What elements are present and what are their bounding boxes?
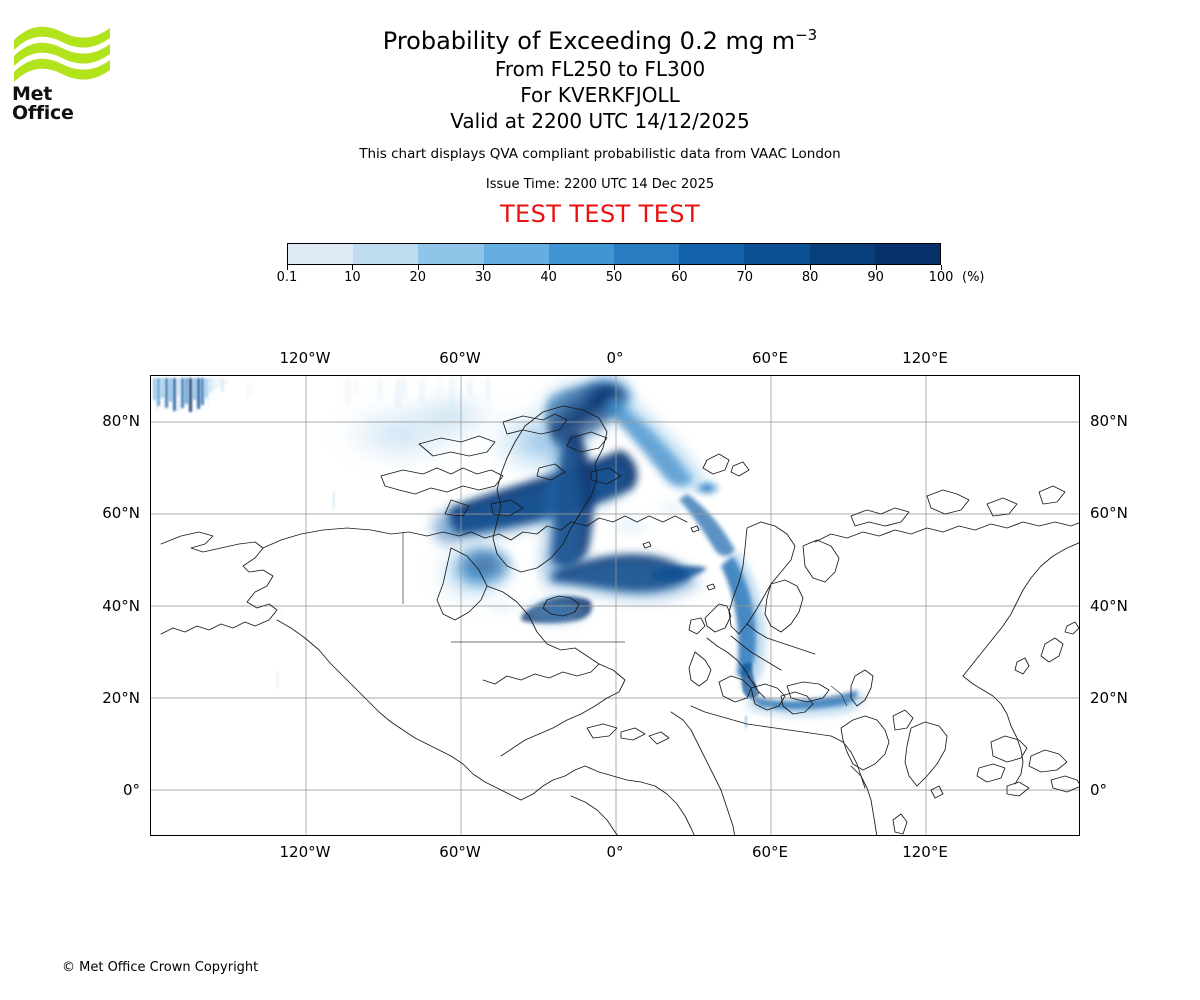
colorbar-tick-3 xyxy=(483,265,485,270)
colorbar-tick-label-7: 70 xyxy=(736,270,754,285)
lon-label-bottom-2: 0° xyxy=(606,843,624,861)
colorbar-tick-9 xyxy=(875,265,877,270)
lat-label-right-0: 0° xyxy=(1090,780,1108,799)
lat-label-right-3: 60°N xyxy=(1090,504,1128,523)
plume-polar-patch xyxy=(153,378,253,413)
lat-label-left-3: 60°N xyxy=(102,504,140,523)
lat-label-right-1: 20°N xyxy=(1090,688,1128,707)
colorbar-segment-1 xyxy=(353,244,419,264)
colorbar-segment-0 xyxy=(288,244,354,264)
colorbar-tick-10 xyxy=(941,265,942,270)
issue-time: Issue Time: 2200 UTC 14 Dec 2025 xyxy=(485,177,715,192)
lat-label-left-1: 20°N xyxy=(102,688,140,707)
colorbar-segment-6 xyxy=(679,244,745,264)
colorbar-unit-label: (%) xyxy=(962,270,985,285)
colorbar-tick-label-8: 80 xyxy=(801,270,819,285)
plume-scandinavia-tail xyxy=(721,552,765,699)
lon-label-bottom-0: 120°W xyxy=(279,843,331,861)
lon-label-top-3: 60°E xyxy=(751,349,789,367)
flight-level-line: From FL250 to FL300 xyxy=(494,57,706,81)
lon-label-top-2: 0° xyxy=(606,349,624,367)
map-graticule xyxy=(151,376,1079,835)
plume-black-sea-filament xyxy=(743,690,866,728)
lon-label-bottom-1: 60°W xyxy=(439,843,481,861)
colorbar-segment-4 xyxy=(548,244,615,264)
colorbar: 0.1 10 20 30 40 50 60 70 80 90 100 xyxy=(277,243,953,289)
lon-label-top-4: 120°E xyxy=(902,349,948,367)
colorbar-tick-1 xyxy=(352,265,354,270)
plume-faint-wisps xyxy=(277,492,691,688)
map-plot-area xyxy=(150,375,1080,836)
colorbar-tick-2 xyxy=(417,265,419,270)
colorbar-ticks: 0.1 10 20 30 40 50 60 70 80 90 100 xyxy=(277,265,953,287)
map-frame xyxy=(150,375,1080,836)
map-canvas xyxy=(151,376,1079,835)
plume-denmark-strait-arm xyxy=(543,554,707,600)
lat-label-left-0: 0° xyxy=(122,780,140,799)
colorbar-tick-7 xyxy=(744,265,746,270)
met-office-logo: Met Office xyxy=(12,22,112,123)
colorbar-tick-label-9: 90 xyxy=(867,270,884,285)
colorbar-segment-8 xyxy=(809,244,875,264)
title-block: Probability of Exceeding 0.2 mg m−3 From… xyxy=(0,26,1200,229)
colorbar-segment-2 xyxy=(418,244,484,264)
copyright-notice: © Met Office Crown Copyright xyxy=(62,960,259,975)
lon-label-bottom-4: 120°E xyxy=(902,843,948,861)
colorbar-tick-label-0: 0.1 xyxy=(276,270,298,285)
lat-label-left-2: 40°N xyxy=(102,596,140,615)
colorbar-tick-0 xyxy=(287,265,288,270)
page-title: Probability of Exceeding 0.2 mg m−3 xyxy=(0,26,1200,56)
colorbar-tick-label-10: 100 xyxy=(928,270,954,285)
valid-time-line: Valid at 2200 UTC 14/12/2025 xyxy=(450,109,750,133)
colorbar-tick-label-2: 20 xyxy=(409,270,427,285)
volcano-line: For KVERKFJOLL xyxy=(520,83,680,107)
colorbar-tick-label-6: 60 xyxy=(671,270,688,285)
colorbar-tick-label-5: 50 xyxy=(605,270,623,285)
map-country-borders xyxy=(402,532,848,707)
colorbar-gradient xyxy=(287,243,941,265)
colorbar-tick-label-3: 30 xyxy=(474,270,492,285)
colorbar-segment-5 xyxy=(614,244,680,264)
colorbar-tick-6 xyxy=(679,265,681,270)
lon-label-bottom-3: 60°E xyxy=(751,843,789,861)
map-coastlines xyxy=(160,405,1079,835)
page-title-exponent: −3 xyxy=(795,26,818,44)
lon-label-top-1: 60°W xyxy=(439,349,481,367)
colorbar-segment-3 xyxy=(483,244,549,264)
met-office-wordmark: Met Office xyxy=(12,83,74,124)
chart-note: This chart displays QVA compliant probab… xyxy=(359,146,841,162)
colorbar-tick-label-4: 40 xyxy=(540,270,557,285)
lat-label-left-4: 80°N xyxy=(102,412,140,431)
plume-svalbard-filament xyxy=(603,392,735,556)
colorbar-tick-5 xyxy=(614,265,615,270)
colorbar-tick-8 xyxy=(810,265,812,270)
lat-label-right-2: 40°N xyxy=(1090,596,1128,615)
colorbar-segment-9 xyxy=(874,244,941,264)
lat-label-right-4: 80°N xyxy=(1090,412,1128,431)
plume-iceland-core xyxy=(511,592,599,632)
colorbar-tick-label-1: 10 xyxy=(344,270,361,285)
page-title-text: Probability of Exceeding 0.2 mg m xyxy=(382,27,796,55)
lon-label-top-0: 120°W xyxy=(279,349,331,367)
met-office-wave-icon xyxy=(14,26,110,82)
colorbar-tick-4 xyxy=(548,265,550,270)
test-banner: TEST TEST TEST xyxy=(499,200,700,228)
colorbar-segment-7 xyxy=(744,244,810,264)
